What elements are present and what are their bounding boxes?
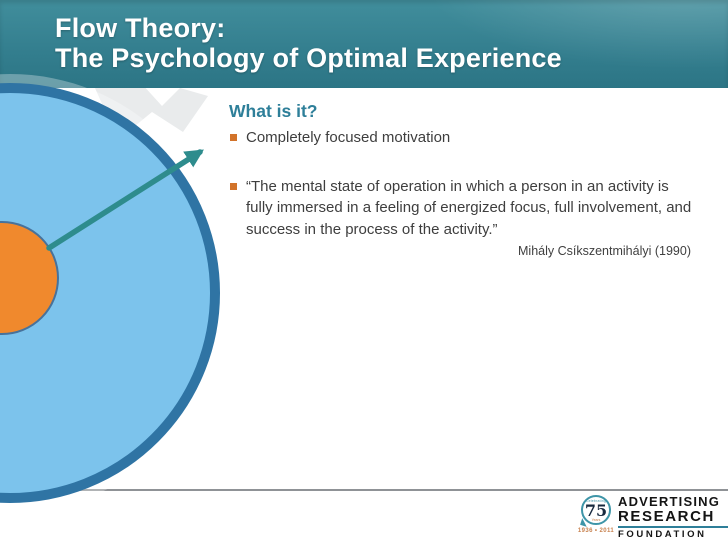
anniversary-badge-column: Celebrating 75 Years 1936 • 2011 (577, 495, 615, 534)
quote-text: “The mental state of operation in which … (246, 177, 692, 238)
arf-logo: Celebrating 75 Years 1936 • 2011 ADVERTI… (577, 495, 728, 540)
badge-bottom-text: Years (591, 517, 601, 522)
bullet-square-icon (230, 134, 237, 141)
slide-header: Flow Theory: The Psychology of Optimal E… (0, 0, 728, 88)
75-years-badge-icon: Celebrating 75 Years (581, 495, 611, 525)
bullet-item-motivation: Completely focused motivation (229, 127, 695, 149)
arf-logo-text: ADVERTISING RESEARCH FOUNDATION (618, 495, 728, 540)
badge-top-text: Celebrating (585, 498, 607, 503)
slide-title-line2: The Psychology of Optimal Experience (55, 43, 562, 73)
slide-title-line1: Flow Theory: (55, 13, 226, 43)
logo-research-text: RESEARCH (618, 508, 715, 525)
logo-advertising-text: ADVERTISING (618, 494, 721, 509)
badge-number: 75 (584, 500, 608, 520)
bullet-square-icon (230, 182, 237, 190)
slide-title: Flow Theory: The Psychology of Optimal E… (55, 13, 562, 73)
quote-attribution: Mihály Csíkszentmihályi (1990) (518, 244, 691, 258)
section-heading: What is it? (229, 101, 318, 121)
bullet-text: Completely focused motivation (246, 129, 451, 146)
logo-rule (618, 526, 728, 528)
footer-divider-line (0, 489, 728, 491)
bullet-item-quote: “The mental state of operation in which … (229, 176, 695, 241)
badge-years-range: 1936 • 2011 (577, 528, 615, 534)
logo-foundation-text: FOUNDATION (618, 529, 707, 540)
content-block: What is it? Completely focused motivatio… (229, 100, 707, 258)
